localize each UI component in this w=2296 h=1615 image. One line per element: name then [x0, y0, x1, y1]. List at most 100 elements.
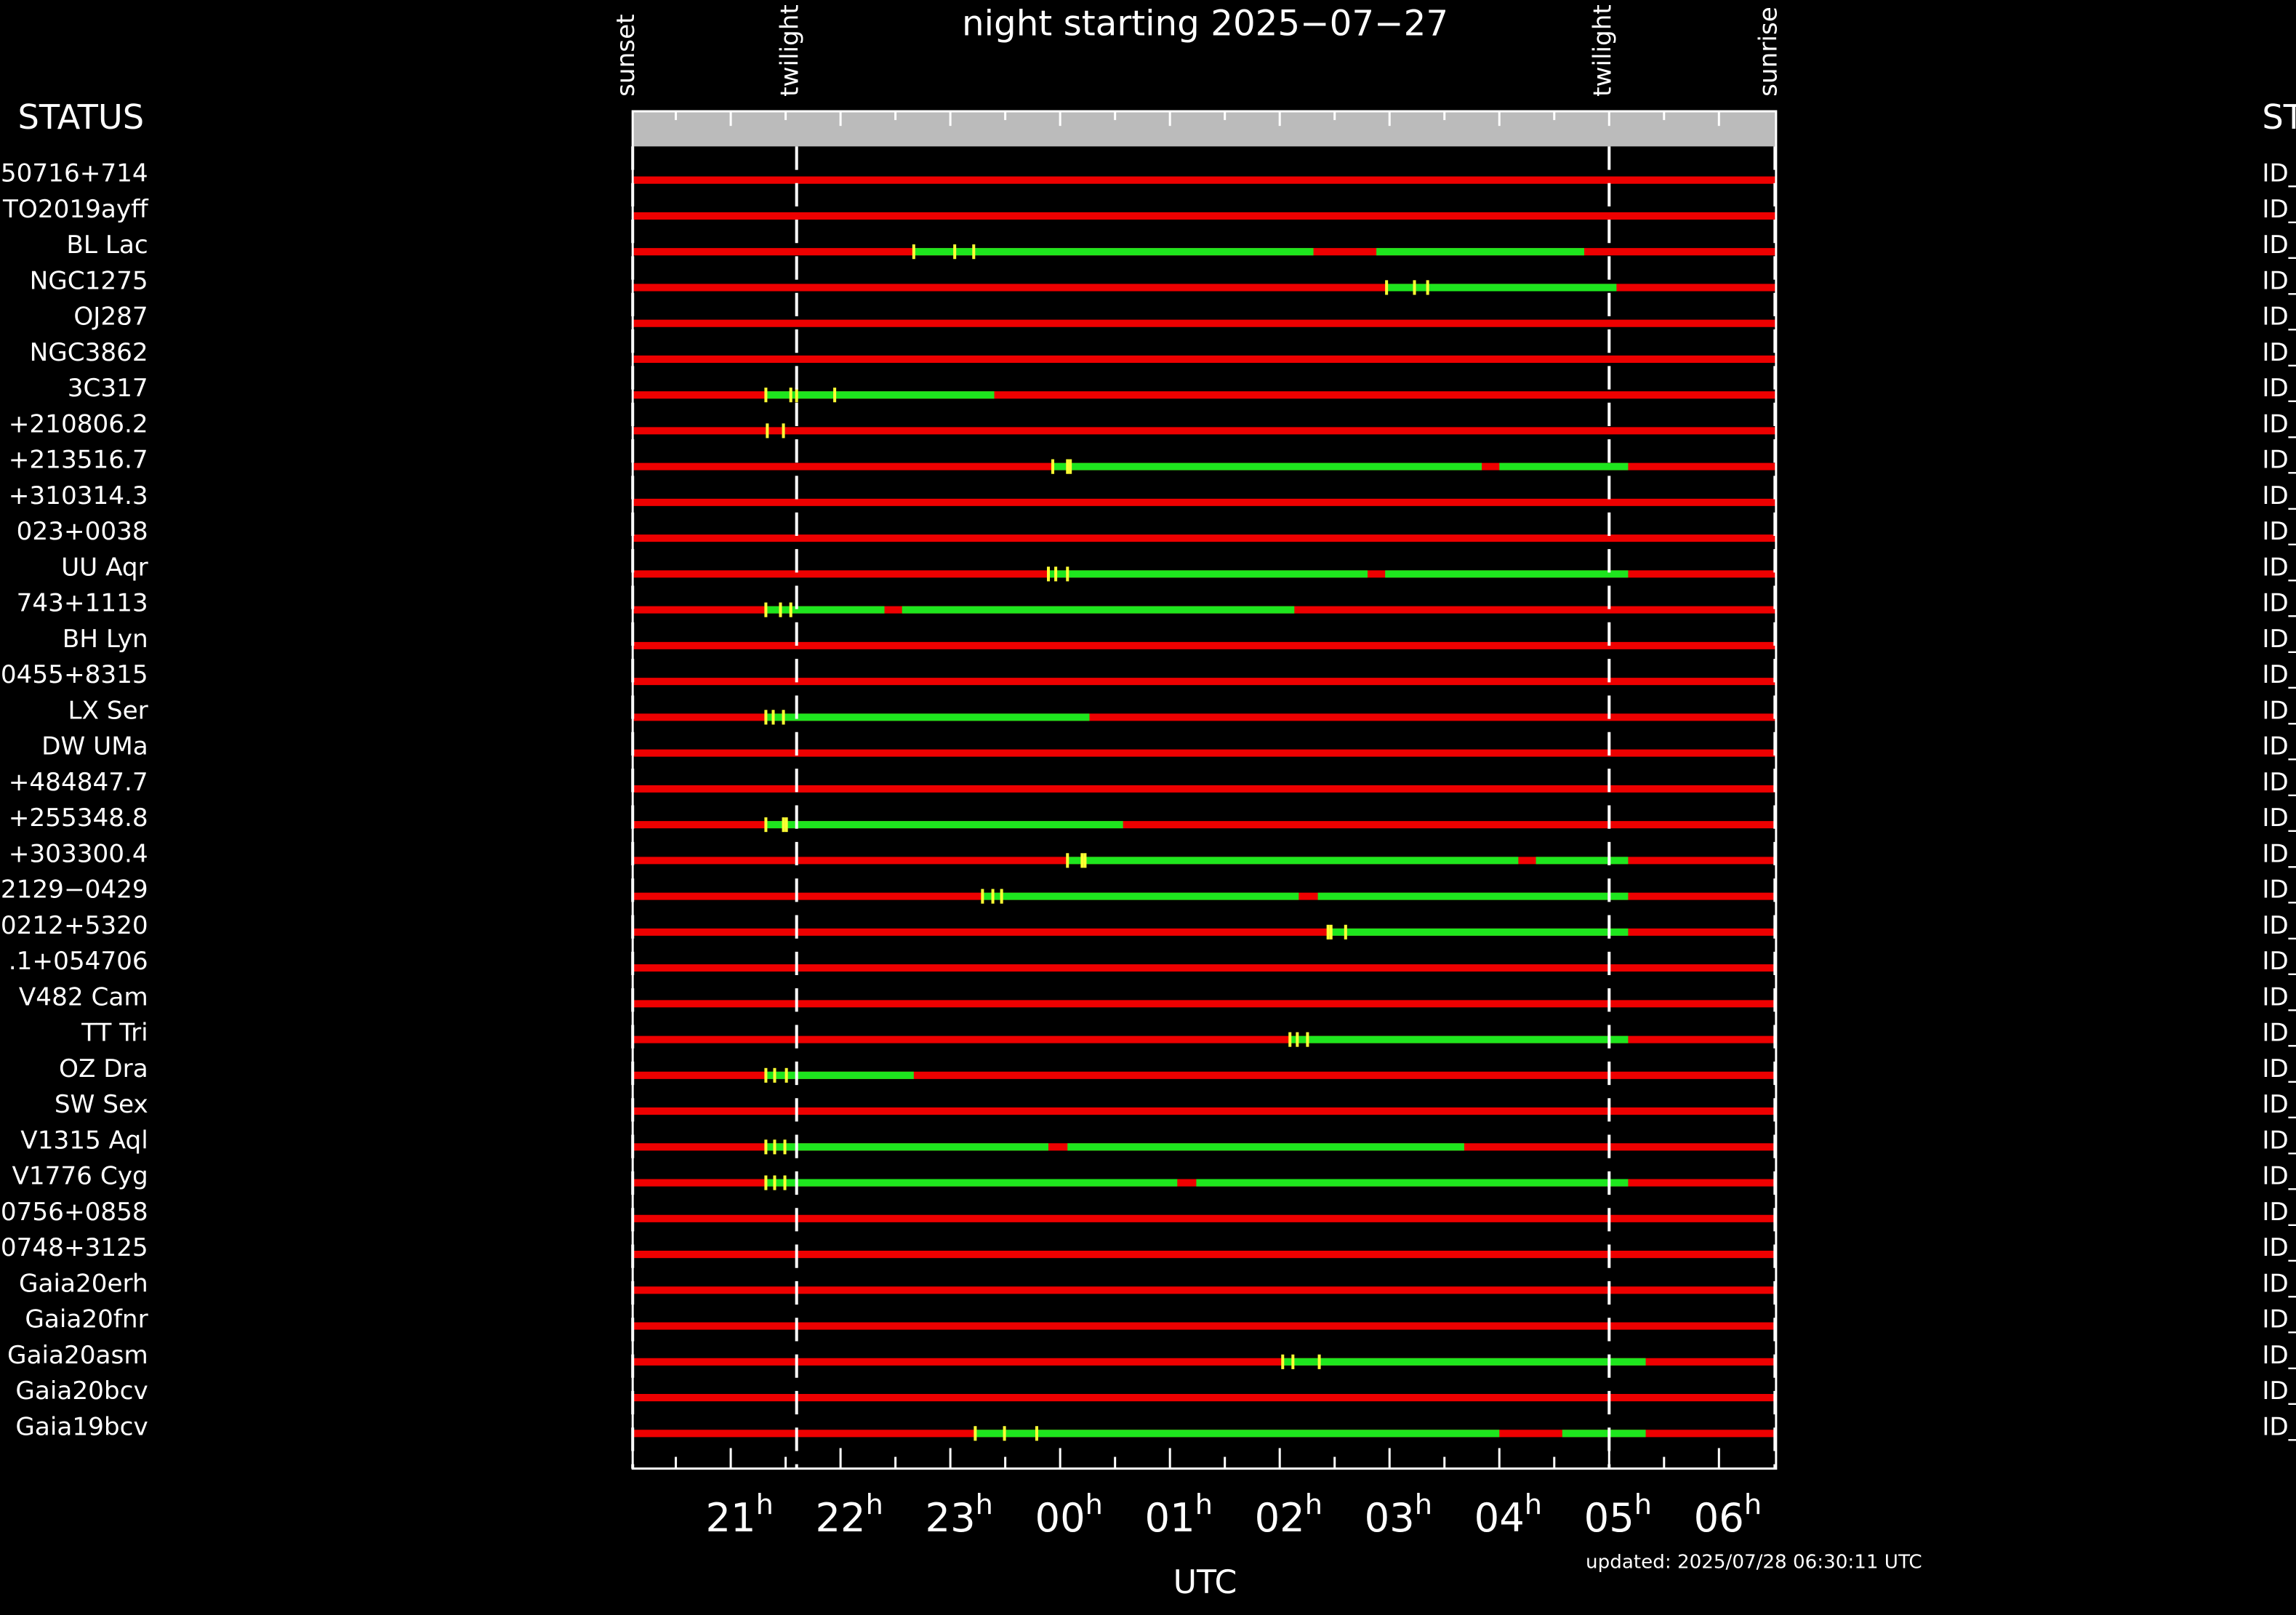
target-id: ID_ — [2262, 839, 2296, 868]
target-name: DW UMa — [41, 732, 148, 761]
x-tick-value: 22 — [815, 1495, 865, 1541]
target-id: ID_ — [2262, 553, 2296, 582]
x-tick-unit: h — [756, 1488, 774, 1521]
target-name: +210806.2 — [9, 409, 148, 438]
x-tick-label: 05h — [1584, 1488, 1652, 1541]
status-header-right: ST — [2262, 97, 2296, 137]
target-id: ID_ — [2262, 409, 2296, 438]
updated-note: updated: 2025/07/28 06:30:11 UTC — [1586, 1552, 1922, 1574]
x-tick-unit: h — [1195, 1488, 1213, 1521]
x-tick-value: 01 — [1145, 1495, 1195, 1541]
target-id: ID_ — [2262, 589, 2296, 618]
target-name: V1315 Aql — [20, 1126, 148, 1155]
target-id: ID_ — [2262, 1162, 2296, 1191]
target-name: 0455+8315 — [1, 660, 148, 689]
x-tick-label: 22h — [815, 1488, 883, 1541]
target-name: V1776 Cyg — [12, 1162, 148, 1191]
target-id: ID_ — [2262, 338, 2296, 367]
x-axis-label: UTC — [1173, 1564, 1237, 1601]
x-tick-label: 23h — [925, 1488, 992, 1541]
target-name: .1+054706 — [9, 947, 148, 976]
target-name: Gaia20bcv — [15, 1376, 148, 1406]
target-name: LX Ser — [68, 696, 148, 725]
target-id: ID_ — [2262, 911, 2296, 940]
event-label: sunset — [611, 14, 641, 97]
x-tick-unit: h — [1085, 1488, 1103, 1521]
x-tick-value: 23 — [925, 1495, 975, 1541]
time-strip — [633, 111, 1776, 147]
target-name: 743+1113 — [17, 589, 148, 618]
x-tick-label: 01h — [1145, 1488, 1213, 1541]
x-tick-unit: h — [866, 1488, 883, 1521]
x-tick-label: 00h — [1035, 1488, 1103, 1541]
target-name: NGC1275 — [30, 266, 148, 295]
event-label: twilight — [1588, 4, 1617, 97]
target-id: ID_ — [2262, 625, 2296, 654]
target-name: Gaia20erh — [19, 1269, 148, 1298]
target-name: OZ Dra — [59, 1054, 148, 1083]
target-id: ID_ — [2262, 660, 2296, 689]
target-id: ID_ — [2262, 732, 2296, 761]
target-name: Gaia19bcv — [15, 1412, 148, 1441]
target-id: ID_ — [2262, 1269, 2296, 1298]
x-tick-unit: h — [1305, 1488, 1322, 1521]
target-id: ID_ — [2262, 231, 2296, 260]
event-label: sunrise — [1754, 7, 1783, 97]
x-tick-value: 00 — [1035, 1495, 1085, 1541]
target-id: ID_ — [2262, 804, 2296, 833]
chart-title: night starting 2025−07−27 — [962, 3, 1448, 44]
x-tick-unit: h — [1634, 1488, 1652, 1521]
target-name: BH Lyn — [63, 625, 148, 654]
target-id: ID_ — [2262, 159, 2296, 188]
target-name: +213516.7 — [9, 446, 148, 475]
target-id: ID_ — [2262, 1341, 2296, 1370]
target-id: ID_ — [2262, 1305, 2296, 1334]
x-tick-label: 06h — [1694, 1488, 1762, 1541]
target-id: ID_ — [2262, 1019, 2296, 1048]
plot-frame — [631, 110, 1778, 1470]
target-name: UU Aqr — [61, 553, 148, 582]
target-id: ID_ — [2262, 195, 2296, 224]
target-name: 3C317 — [68, 374, 148, 403]
x-tick-value: 04 — [1474, 1495, 1525, 1541]
x-tick-value: 02 — [1255, 1495, 1305, 1541]
target-name: BL Lac — [66, 231, 148, 260]
target-id: ID_ — [2262, 696, 2296, 725]
target-id: ID_ — [2262, 875, 2296, 905]
target-name: 0756+0858 — [1, 1198, 148, 1227]
target-id: ID_ — [2262, 266, 2296, 295]
target-id: ID_ — [2262, 947, 2296, 976]
target-id: ID_ — [2262, 517, 2296, 546]
x-tick-label: 03h — [1365, 1488, 1432, 1541]
x-tick-value: 03 — [1365, 1495, 1415, 1541]
event-label: twilight — [776, 4, 805, 97]
target-name: TT Tri — [81, 1019, 148, 1048]
x-tick-value: 21 — [705, 1495, 755, 1541]
x-tick-value: 05 — [1584, 1495, 1634, 1541]
target-name: +255348.8 — [9, 804, 148, 833]
target-id: ID_ — [2262, 1126, 2296, 1155]
target-name: SW Sex — [55, 1090, 148, 1119]
x-tick-label: 04h — [1474, 1488, 1542, 1541]
x-tick-label: 21h — [705, 1488, 773, 1541]
target-name: 0748+3125 — [1, 1233, 148, 1262]
target-id: ID_ — [2262, 1054, 2296, 1083]
status-header: STATUS — [18, 97, 145, 137]
target-name: 023+0038 — [17, 517, 148, 546]
x-tick-unit: h — [1415, 1488, 1432, 1521]
target-name: 50716+714 — [1, 159, 148, 188]
x-tick-label: 02h — [1255, 1488, 1322, 1541]
target-name: Gaia20asm — [7, 1341, 148, 1370]
target-name: +303300.4 — [9, 839, 148, 868]
target-id: ID_ — [2262, 302, 2296, 332]
target-name: 2129−0429 — [1, 875, 148, 905]
target-name: V482 Cam — [19, 982, 148, 1011]
target-name: 0212+5320 — [1, 911, 148, 940]
target-name: TO2019ayff — [2, 195, 149, 224]
target-id: ID_ — [2262, 374, 2296, 403]
target-id: ID_ — [2262, 1412, 2296, 1441]
target-name: +484847.7 — [9, 768, 148, 797]
x-tick-unit: h — [976, 1488, 993, 1521]
